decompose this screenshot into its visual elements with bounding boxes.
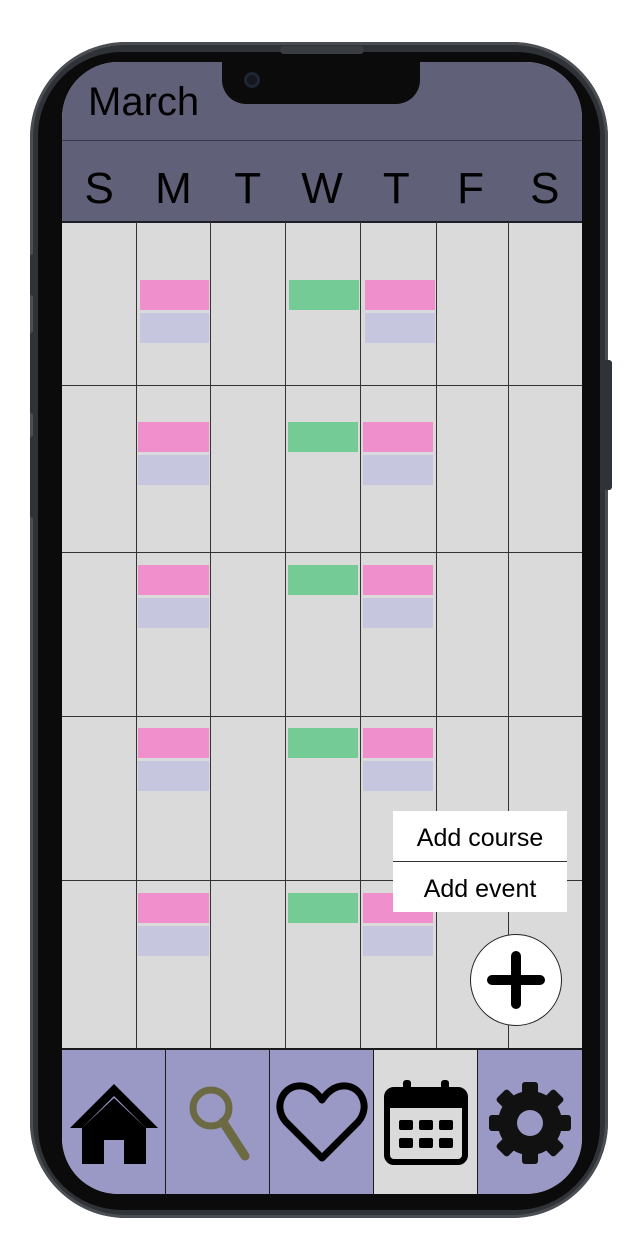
front-camera <box>244 72 260 88</box>
grid-divider <box>285 222 286 1048</box>
course-block[interactable] <box>365 280 435 310</box>
course-block[interactable] <box>138 565 209 595</box>
calendar-icon <box>383 1080 468 1165</box>
add-event-option[interactable]: Add event <box>423 875 537 903</box>
grid-divider <box>62 716 582 717</box>
weekday-wed: W <box>301 164 343 213</box>
weekday-fri: F <box>457 164 484 213</box>
course-block[interactable] <box>140 313 209 343</box>
add-menu: Add course Add event <box>393 811 567 912</box>
event-block[interactable] <box>289 280 359 310</box>
event-block[interactable] <box>288 565 358 595</box>
grid-divider <box>62 385 582 386</box>
heart-icon <box>275 1082 368 1162</box>
screen: March S M T W T F S <box>62 62 582 1194</box>
grid-divider <box>508 222 509 1048</box>
speaker-grille <box>280 46 364 54</box>
course-block[interactable] <box>363 598 433 628</box>
course-block[interactable] <box>138 761 209 791</box>
menu-divider <box>393 861 567 862</box>
volume-down-button <box>30 436 38 518</box>
nav-calendar[interactable] <box>374 1050 478 1194</box>
search-icon <box>189 1086 249 1161</box>
course-block[interactable] <box>138 598 209 628</box>
weekday-mon: M <box>155 164 192 213</box>
course-block[interactable] <box>138 455 209 485</box>
mute-switch <box>30 254 38 296</box>
grid-divider <box>136 222 137 1048</box>
event-block[interactable] <box>288 728 358 758</box>
course-block[interactable] <box>363 422 433 452</box>
course-block[interactable] <box>140 280 209 310</box>
course-block[interactable] <box>138 728 209 758</box>
power-button <box>604 360 612 490</box>
nav-favorites[interactable] <box>270 1050 374 1194</box>
month-header: March <box>62 62 582 141</box>
weekday-thu: T <box>382 164 410 213</box>
course-block[interactable] <box>363 455 433 485</box>
month-title: March <box>88 80 200 124</box>
course-block[interactable] <box>363 761 433 791</box>
event-block[interactable] <box>288 893 358 923</box>
grid-divider <box>436 222 437 1048</box>
weekday-header: S M T W T F S <box>62 141 582 223</box>
weekday-sun: S <box>84 164 114 213</box>
weekday-sat: S <box>530 164 560 213</box>
weekday-tue: T <box>234 164 262 213</box>
gear-icon <box>489 1082 571 1164</box>
grid-divider <box>62 880 582 881</box>
event-block[interactable] <box>288 422 358 452</box>
nav-search[interactable] <box>166 1050 270 1194</box>
course-block[interactable] <box>363 926 433 956</box>
home-icon <box>69 1084 158 1164</box>
course-block[interactable] <box>138 926 209 956</box>
course-block[interactable] <box>138 422 209 452</box>
bottom-nav <box>62 1048 582 1194</box>
calendar-grid[interactable] <box>62 222 582 1048</box>
grid-divider <box>62 552 582 553</box>
add-course-option[interactable]: Add course <box>416 824 544 852</box>
course-block[interactable] <box>365 313 435 343</box>
nav-home[interactable] <box>62 1050 166 1194</box>
grid-divider <box>210 222 211 1048</box>
course-block[interactable] <box>363 728 433 758</box>
add-button[interactable] <box>470 934 562 1026</box>
plus-icon <box>487 951 545 1009</box>
grid-divider <box>360 222 361 1048</box>
nav-settings[interactable] <box>478 1050 582 1194</box>
volume-up-button <box>30 332 38 414</box>
course-block[interactable] <box>363 565 433 595</box>
course-block[interactable] <box>138 893 209 923</box>
